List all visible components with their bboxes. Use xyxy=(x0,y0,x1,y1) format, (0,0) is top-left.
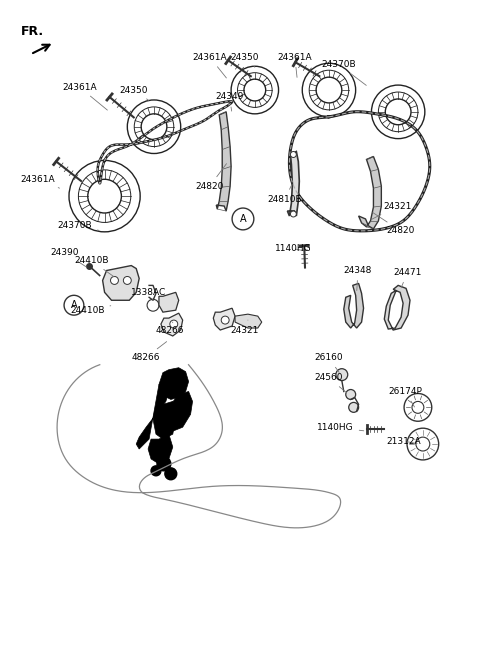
Circle shape xyxy=(290,211,296,217)
Circle shape xyxy=(110,276,119,284)
Text: 24370B: 24370B xyxy=(57,221,99,230)
Polygon shape xyxy=(159,368,189,400)
Text: A: A xyxy=(240,214,246,224)
Text: 1338AC: 1338AC xyxy=(131,288,167,300)
Text: 21312A: 21312A xyxy=(386,436,421,446)
Polygon shape xyxy=(344,284,363,328)
Text: 48266: 48266 xyxy=(131,341,167,363)
Circle shape xyxy=(221,316,229,324)
Circle shape xyxy=(290,151,296,157)
Polygon shape xyxy=(103,266,139,300)
Circle shape xyxy=(412,402,424,413)
Circle shape xyxy=(416,437,430,451)
Text: 26160: 26160 xyxy=(314,353,343,373)
Polygon shape xyxy=(288,151,300,216)
Text: 24361A: 24361A xyxy=(62,82,108,110)
Text: 1140HG: 1140HG xyxy=(275,244,311,253)
Text: 24361A: 24361A xyxy=(21,175,60,188)
Text: 24390: 24390 xyxy=(50,248,86,267)
Circle shape xyxy=(64,295,84,315)
Polygon shape xyxy=(161,313,183,336)
Polygon shape xyxy=(384,286,410,330)
Circle shape xyxy=(336,369,348,380)
Text: 24321: 24321 xyxy=(230,320,259,335)
Circle shape xyxy=(123,276,131,284)
Circle shape xyxy=(349,402,359,412)
Text: 24560: 24560 xyxy=(314,373,347,392)
Polygon shape xyxy=(169,392,192,431)
Text: 24350: 24350 xyxy=(120,86,149,100)
Text: 24349: 24349 xyxy=(216,92,244,111)
Text: 24820: 24820 xyxy=(373,212,415,235)
Text: 24471: 24471 xyxy=(393,268,421,288)
Text: 26174P: 26174P xyxy=(388,387,422,407)
Text: FR.: FR. xyxy=(21,25,44,38)
Polygon shape xyxy=(153,402,176,439)
Text: 24350: 24350 xyxy=(230,53,259,67)
Text: 24820: 24820 xyxy=(195,163,227,191)
Text: 24370B: 24370B xyxy=(321,60,366,86)
Polygon shape xyxy=(159,292,179,312)
Circle shape xyxy=(346,390,356,400)
Circle shape xyxy=(407,428,439,460)
Text: 48266: 48266 xyxy=(156,322,184,335)
Text: 24321: 24321 xyxy=(371,202,412,220)
Circle shape xyxy=(157,457,171,471)
Text: 1140HG: 1140HG xyxy=(317,423,364,432)
Circle shape xyxy=(170,320,178,328)
Polygon shape xyxy=(148,434,173,464)
Text: 24361A: 24361A xyxy=(192,53,227,78)
Polygon shape xyxy=(136,382,169,449)
Circle shape xyxy=(232,208,254,230)
Text: A: A xyxy=(71,300,77,310)
Circle shape xyxy=(404,394,432,421)
Polygon shape xyxy=(216,112,231,211)
Polygon shape xyxy=(235,314,262,328)
Text: 24410B: 24410B xyxy=(74,256,114,277)
Polygon shape xyxy=(359,157,381,229)
Text: 24810B: 24810B xyxy=(268,186,302,204)
Polygon shape xyxy=(213,308,235,330)
Circle shape xyxy=(147,299,159,311)
Text: 24348: 24348 xyxy=(344,266,372,291)
Text: 24410B: 24410B xyxy=(70,305,111,315)
Text: 24361A: 24361A xyxy=(277,53,312,78)
Circle shape xyxy=(165,468,177,480)
Circle shape xyxy=(151,466,161,476)
